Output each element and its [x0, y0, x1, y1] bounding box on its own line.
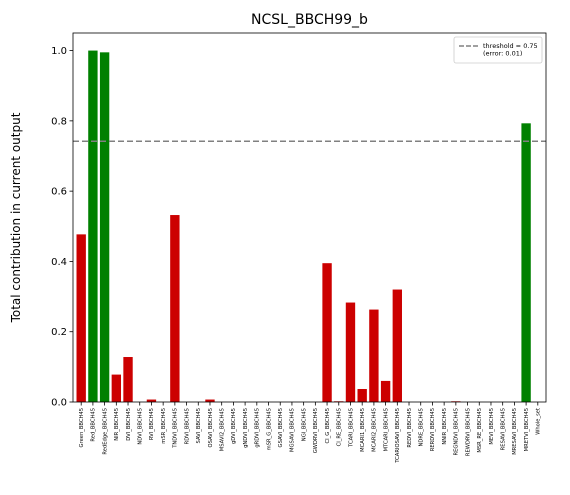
- x-tick-label: REGNDVI_BBCH45: [454, 408, 460, 456]
- bar-TCARI_BBCH45: [345, 302, 356, 402]
- y-tick-label: 0.8: [51, 116, 67, 127]
- bar-TCARIOSAVI_BBCH45: [392, 289, 402, 402]
- x-tick-label: RERDVI_BBCH45: [430, 408, 436, 451]
- x-tick-label: OSAVI_BBCH45: [208, 408, 214, 448]
- x-tick-label: MRETVI_BBCH45: [524, 408, 530, 451]
- bar-CI_G_BBCH45: [322, 263, 332, 402]
- x-tick-label: MRESAVI_BBCH45: [512, 408, 518, 455]
- x-tick-label: REWDRVI_BBCH45: [465, 408, 471, 456]
- x-tick-label: gRDVI_BBCH45: [255, 408, 261, 448]
- x-tick-label: CI_G_BBCH45: [325, 408, 331, 444]
- y-tick-label: 0.0: [51, 398, 67, 409]
- x-tick-label: RedEdge_BBCH45: [102, 408, 108, 455]
- bar-DVI_BBCH45: [123, 357, 133, 402]
- bar-MCARI1_BBCH45: [357, 388, 367, 402]
- axes-group: [72, 32, 547, 403]
- x-tick-label: TCARI_BBCH45: [348, 408, 354, 448]
- x-tick-label: MSAVI2_BBCH45: [219, 408, 225, 451]
- legend: threshold = 0.75(error: 0.01): [453, 36, 543, 64]
- x-tick-label: NDVI_BBCH45: [138, 408, 144, 445]
- x-tick-label: TCARIOSAVI_BBCH45: [395, 408, 401, 464]
- bars-group: [76, 50, 531, 403]
- x-tick-label: MGSAVI_BBCH45: [290, 408, 296, 452]
- x-tick-label: gNDVI_BBCH45: [243, 408, 249, 448]
- x-tick-label: Green_BBCH45: [79, 408, 85, 447]
- x-tick-label: REDVI_BBCH45: [407, 408, 413, 448]
- legend-box: [453, 36, 543, 64]
- x-tick-label: TNDVI_BBCH45: [173, 408, 179, 449]
- bar-MCARI2_BBCH45: [369, 309, 379, 402]
- x-tick-label: Red_BBCH45: [91, 408, 97, 442]
- y-tick-label: 0.6: [51, 187, 67, 198]
- bar-RVI_BBCH45: [146, 399, 157, 402]
- bar-OSAVI_BBCH45: [205, 399, 215, 402]
- x-tick-label: mSR_BBCH45: [161, 408, 167, 444]
- bar-TNDVI_BBCH45: [170, 215, 180, 402]
- x-tick-label: RVI_BBCH45: [149, 408, 155, 440]
- x-tick-label: MCARI1_BBCH45: [360, 408, 366, 452]
- x-tick-label: gDVI_BBCH45: [231, 408, 237, 444]
- legend-label: threshold = 0.75: [483, 42, 538, 50]
- x-tick-label: GWDRVI_BBCH45: [313, 408, 319, 453]
- bar-RedEdge_BBCH45: [99, 52, 110, 402]
- x-tick-label: RDVI_BBCH45: [184, 408, 190, 444]
- legend-label: (error: 0.01): [483, 50, 522, 58]
- bar-MRETVI_BBCH45: [521, 123, 531, 403]
- bar-NIR_BBCH45: [111, 374, 122, 402]
- y-tick-label: 1.0: [51, 46, 67, 57]
- bar-Green_BBCH45: [76, 234, 86, 402]
- x-tick-label: mSR_G_BBCH45: [266, 408, 272, 450]
- y-axis-label: Total contribution in current output: [9, 112, 23, 323]
- x-tick-label: NIR_BBCH45: [114, 408, 120, 441]
- x-tick-label: RESAVI_BBCH45: [500, 408, 506, 450]
- x-tick-label: NNIR_BBCH45: [442, 408, 448, 445]
- x-tick-label: NDRE_BBCH45: [419, 408, 425, 447]
- x-tick-label: Whole_set: [536, 408, 542, 435]
- x-tick-label: GSAVI_BBCH45: [278, 408, 284, 447]
- x-tick-label: SAVI_BBCH45: [196, 408, 202, 443]
- plot-frame: [72, 32, 547, 403]
- chart-title: NCSL_BBCH99_b: [251, 12, 368, 28]
- y-tick-label: 0.2: [51, 327, 67, 338]
- x-tick-label: NGI_BBCH45: [301, 408, 307, 441]
- x-tick-label: MCARI2_BBCH45: [372, 408, 378, 452]
- bar-Red_BBCH45: [88, 50, 98, 402]
- x-tick-label: MSR_RE_BBCH45: [477, 408, 483, 453]
- x-tick-label: MTCARI_BBCH45: [383, 408, 389, 451]
- bar-MTCARI_BBCH45: [380, 380, 391, 402]
- y-ticks-group: 0.0 0.2 0.4 0.6 0.8 1.0: [51, 46, 73, 409]
- x-tick-label: CI_RE_BBCH45: [337, 408, 343, 446]
- y-tick-label: 0.4: [51, 257, 67, 268]
- x-tick-label: DVI_BBCH45: [126, 408, 132, 441]
- x-ticks-group: Green_BBCH45 Red_BBCH45 RedEdge_BBCH45 NIR_…: [79, 402, 542, 464]
- x-tick-label: MEVI_BBCH45: [489, 408, 495, 445]
